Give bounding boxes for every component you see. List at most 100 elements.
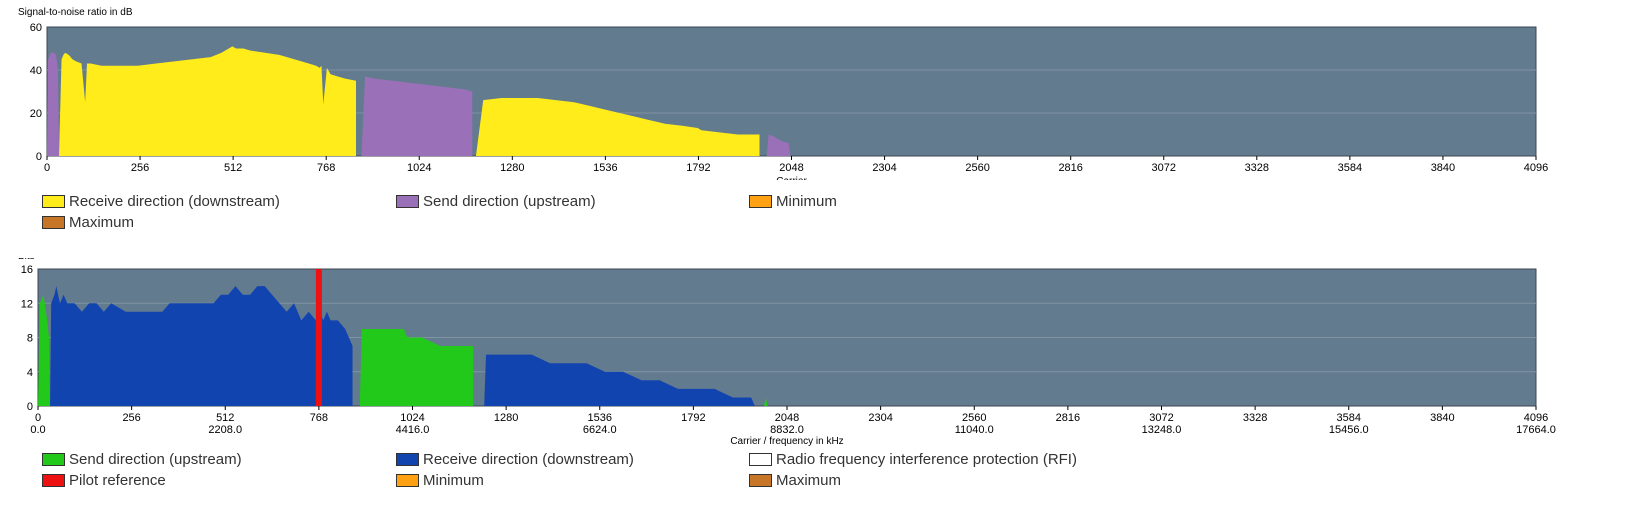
series-area-receive-direction-downstream	[59, 46, 356, 156]
y-axis-label: Signal-to-noise ratio in dB	[18, 7, 133, 18]
x-tick-label: 1536	[593, 162, 617, 174]
x-tick-label: 3584	[1338, 162, 1362, 174]
x-tick-label: 0	[35, 412, 41, 424]
x-tick-label: 256	[131, 162, 149, 174]
legend-swatch	[396, 474, 419, 487]
x-tick-label: 2304	[868, 412, 892, 424]
snr-legend: Receive direction (downstream) Send direc…	[42, 193, 1642, 233]
x-secondary-tick-label: 17664.0	[1516, 424, 1556, 436]
legend-swatch	[396, 453, 419, 466]
series-area-send-direction-upstream	[766, 134, 791, 156]
legend-label: Pilot reference	[69, 472, 166, 489]
legend-label: Receive direction (downstream)	[69, 193, 280, 210]
x-tick-label: 768	[317, 162, 335, 174]
y-tick-label: 16	[21, 264, 33, 276]
legend-item-receive-direction-downstream: Receive direction (downstream)	[396, 451, 634, 468]
series-area-send-direction-upstream	[361, 76, 473, 156]
legend-item-radio-frequency-interference-protection-rfi: Radio frequency interference protection …	[749, 451, 1077, 468]
series-area-receive-direction-downstream	[475, 97, 760, 156]
x-tick-label: 3584	[1337, 412, 1361, 424]
bits-legend: Send direction (upstream) Receive directi…	[42, 451, 1642, 491]
x-tick-label: 2560	[962, 412, 986, 424]
x-tick-label: 3072	[1152, 162, 1176, 174]
x-tick-label: 2304	[872, 162, 896, 174]
legend-label: Minimum	[776, 193, 837, 210]
legend-swatch	[749, 474, 772, 487]
series-area-send-direction-upstream	[359, 328, 474, 406]
x-tick-label: 4096	[1524, 162, 1548, 174]
x-tick-label: 3840	[1430, 412, 1454, 424]
x-tick-label: 256	[122, 412, 140, 424]
x-tick-label: 2560	[965, 162, 989, 174]
x-tick-label: 4096	[1524, 412, 1548, 424]
x-secondary-tick-label: 2208.0	[208, 424, 242, 436]
legend-item-send-direction-upstream: Send direction (upstream)	[396, 193, 596, 210]
legend-label: Receive direction (downstream)	[423, 451, 634, 468]
x-tick-label: 3072	[1149, 412, 1173, 424]
series-area-receive-direction-downstream	[484, 354, 755, 406]
legend-item-maximum: Maximum	[749, 472, 841, 489]
series-area-receive-direction-downstream	[50, 286, 353, 406]
x-tick-label: 2048	[779, 162, 803, 174]
x-tick-label: 3840	[1431, 162, 1455, 174]
bits-chart: Bits 0 4 8 12 16 0 256 512 768 1024 1280 1536 1792 204…	[18, 258, 1556, 447]
x-tick-label: 512	[224, 162, 242, 174]
x-secondary-tick-label: 11040.0	[955, 424, 994, 436]
legend-item-receive-direction-downstream: Receive direction (downstream)	[42, 193, 280, 210]
x-tick-label: 2816	[1058, 162, 1082, 174]
legend-swatch	[749, 195, 772, 208]
y-tick-label: 40	[30, 65, 42, 77]
y-tick-label: 0	[27, 401, 33, 413]
x-tick-label: 512	[216, 412, 234, 424]
x-tick-label: 1280	[500, 162, 524, 174]
x-tick-label: 3328	[1245, 162, 1269, 174]
x-tick-label: 768	[310, 412, 328, 424]
series-area-send-direction-upstream	[763, 397, 768, 406]
y-tick-label: 0	[36, 151, 42, 163]
x-secondary-tick-label: 15456.0	[1329, 424, 1369, 436]
x-tick-label: 1024	[407, 162, 431, 174]
legend-swatch	[42, 453, 65, 466]
y-tick-label: 20	[30, 108, 42, 120]
x-tick-label: 1024	[400, 412, 424, 424]
y-tick-label: 4	[27, 367, 33, 379]
series-area-send-direction-upstream	[47, 52, 59, 156]
y-tick-label: 60	[30, 22, 42, 34]
legend-swatch	[42, 216, 65, 229]
legend-item-minimum: Minimum	[396, 472, 484, 489]
series-area-send-direction-upstream	[38, 294, 51, 406]
legend-label: Send direction (upstream)	[423, 193, 596, 210]
legend-swatch	[42, 474, 65, 487]
legend-item-send-direction-upstream: Send direction (upstream)	[42, 451, 242, 468]
legend-label: Radio frequency interference protection …	[776, 451, 1077, 468]
x-tick-label: 1792	[681, 412, 705, 424]
legend-swatch	[396, 195, 419, 208]
x-tick-label: 1280	[494, 412, 518, 424]
x-tick-label: 1792	[686, 162, 710, 174]
x-secondary-tick-label: 0.0	[30, 424, 45, 436]
legend-label: Send direction (upstream)	[69, 451, 242, 468]
x-tick-label: 0	[44, 162, 50, 174]
x-axis-label: Carrier / frequency in kHz	[730, 436, 843, 447]
x-secondary-tick-label: 4416.0	[396, 424, 430, 436]
legend-swatch	[749, 453, 772, 466]
legend-label: Minimum	[423, 472, 484, 489]
y-tick-label: 12	[21, 298, 33, 310]
legend-swatch	[42, 195, 65, 208]
legend-item-maximum: Maximum	[42, 214, 134, 231]
x-secondary-tick-label: 8832.0	[770, 424, 804, 436]
x-tick-label: 1536	[588, 412, 612, 424]
x-tick-label: 2816	[1056, 412, 1080, 424]
legend-item-pilot-reference: Pilot reference	[42, 472, 166, 489]
x-tick-label: 3328	[1243, 412, 1267, 424]
x-secondary-tick-label: 13248.0	[1142, 424, 1182, 436]
snr-chart: Signal-to-noise ratio in dB 0 20 40 60 0 256 51…	[18, 7, 1548, 180]
legend-label: Maximum	[776, 472, 842, 489]
y-tick-label: 8	[27, 333, 33, 345]
legend-label: Maximum	[69, 214, 135, 231]
x-secondary-tick-label: 6624.0	[583, 424, 617, 436]
y-axis-label: Bits	[18, 258, 35, 262]
pilot-reference-marker	[315, 269, 322, 406]
legend-item-minimum: Minimum	[749, 193, 837, 210]
x-tick-label: 2048	[775, 412, 799, 424]
